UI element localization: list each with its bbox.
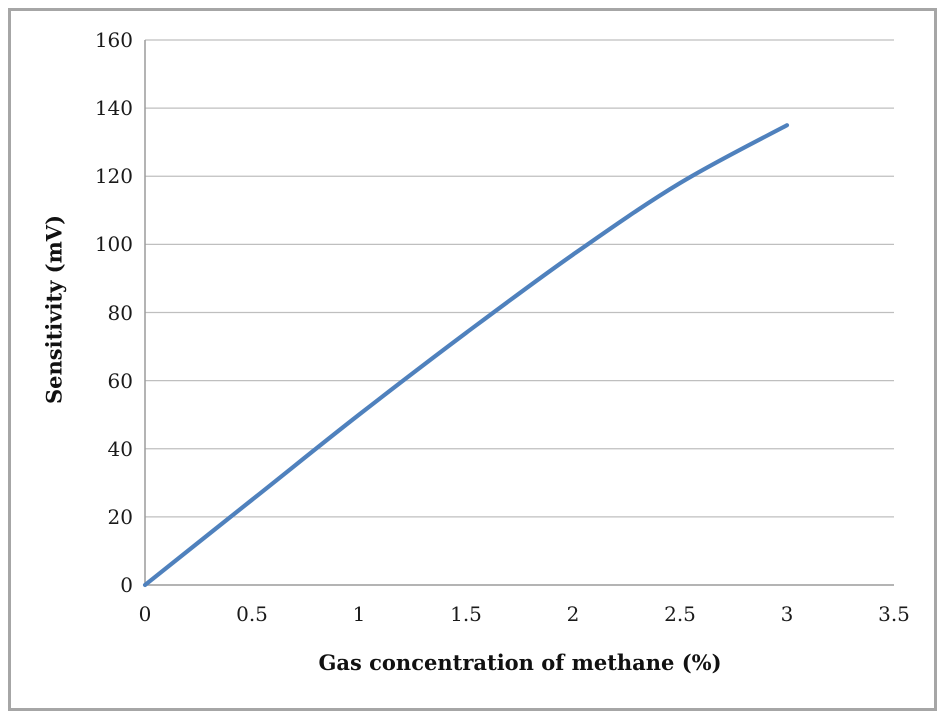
x-tick-label: 3 <box>780 602 794 626</box>
x-tick-label: 0.5 <box>236 602 268 626</box>
x-tick-label: 3.5 <box>878 602 910 626</box>
y-tick-label: 60 <box>107 368 133 393</box>
y-tick-label: 0 <box>120 573 133 597</box>
x-tick-label: 2.5 <box>664 602 696 626</box>
series-line-sensitivity <box>142 123 790 588</box>
x-tick-label: 2 <box>566 602 580 626</box>
y-tick-label: 80 <box>107 300 133 325</box>
y-tick-label: 140 <box>94 96 133 121</box>
y-axis-title: Sensitivity (mV) <box>41 214 67 405</box>
x-tick-label: 0 <box>138 602 152 626</box>
y-tick-label: 40 <box>107 436 133 461</box>
x-tick-label: 1 <box>352 602 366 626</box>
chart-border <box>8 8 937 711</box>
y-tick-label: 120 <box>94 164 133 189</box>
y-tick-label: 20 <box>107 504 133 529</box>
x-tick-label: 1.5 <box>450 602 482 626</box>
x-axis-title: Gas concentration of methane (%) <box>318 650 722 675</box>
y-tick-label: 100 <box>94 232 133 257</box>
y-tick-label: 160 <box>94 28 133 52</box>
